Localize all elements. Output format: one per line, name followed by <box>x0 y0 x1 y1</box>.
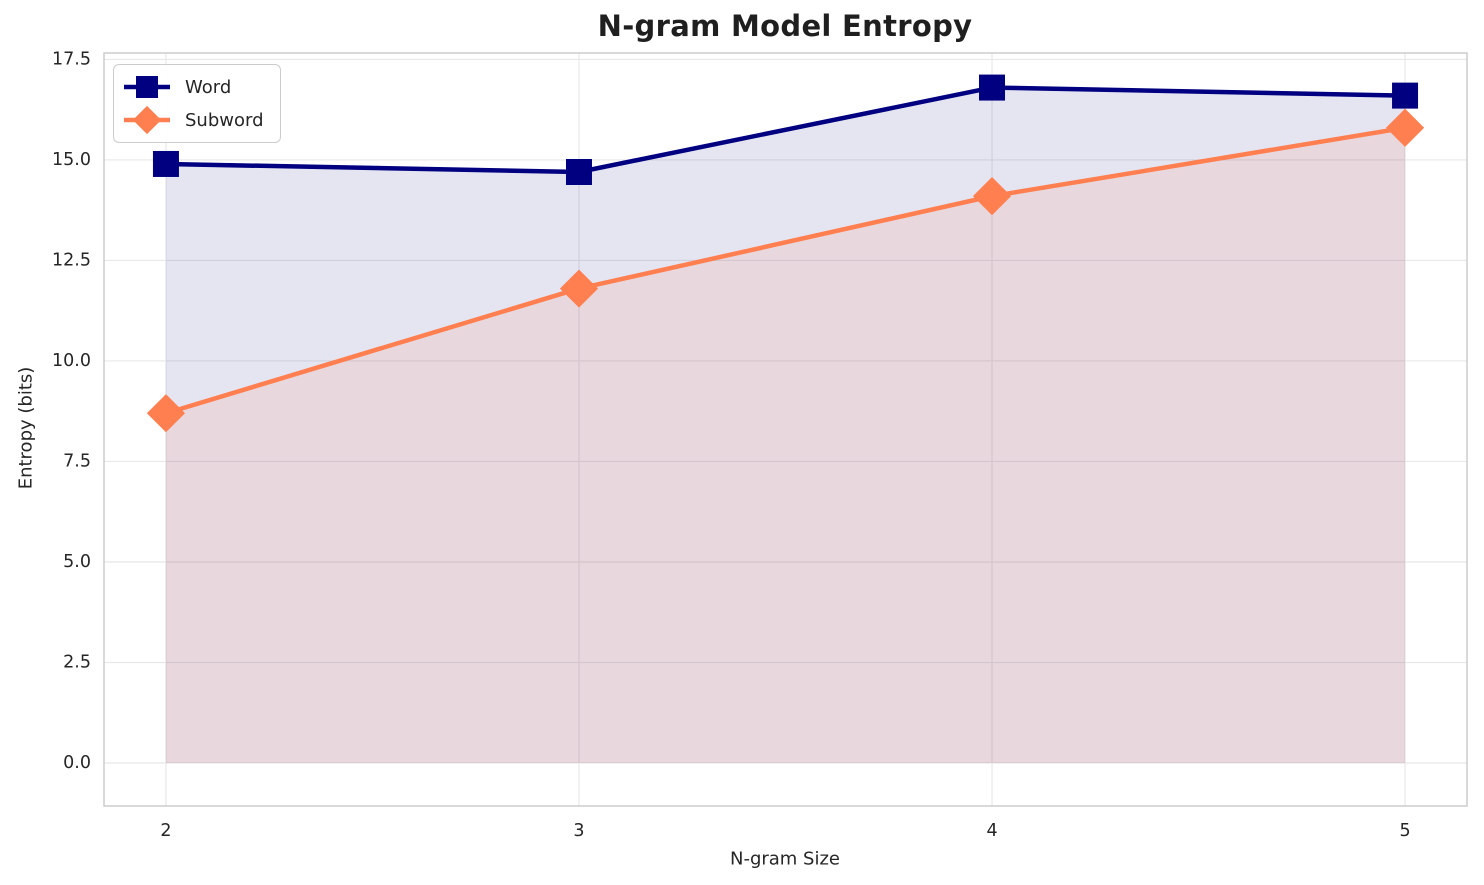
x-tick-label: 5 <box>1399 821 1410 841</box>
legend-label-subword: Subword <box>185 109 264 131</box>
series-subword-marker <box>1385 108 1425 147</box>
series-word-fill <box>165 87 1406 763</box>
y-axis-label: Entropy (bits) <box>15 366 37 490</box>
y-tick-label: 5.0 <box>63 552 91 572</box>
y-tick-label: 2.5 <box>63 652 91 672</box>
legend-item-subword: Subword <box>121 105 264 135</box>
legend-label-word: Word <box>185 76 232 98</box>
y-tick-label: 12.5 <box>52 250 91 270</box>
x-axis-label: N-gram Size <box>729 848 841 870</box>
subword-marker-icon <box>124 105 170 135</box>
legend: Word Subword <box>113 64 281 143</box>
series-word-marker <box>565 159 592 186</box>
series-word-marker <box>979 74 1006 101</box>
plot-border <box>103 52 1468 807</box>
y-tick-label: 17.5 <box>52 49 91 69</box>
y-tick-label: 7.5 <box>63 451 91 471</box>
x-tick-label: 3 <box>573 821 584 841</box>
series-subword-marker <box>146 394 186 433</box>
series-word-line <box>163 85 1408 175</box>
chart-title: N-gram Model Entropy <box>597 9 973 43</box>
y-tick-label: 15.0 <box>52 150 91 170</box>
legend-item-word: Word <box>121 72 264 102</box>
y-tick-label: 0.0 <box>63 753 91 773</box>
x-tick-label: 2 <box>160 821 171 841</box>
series-word-marker <box>1392 82 1419 109</box>
series-word-marker <box>152 150 179 177</box>
series-subword-marker <box>559 269 599 308</box>
word-marker-icon <box>124 76 170 98</box>
x-tick-label: 4 <box>986 821 997 841</box>
y-tick-label: 10.0 <box>52 351 91 371</box>
series-subword-fill <box>165 127 1406 763</box>
series-subword-line <box>163 125 1408 416</box>
